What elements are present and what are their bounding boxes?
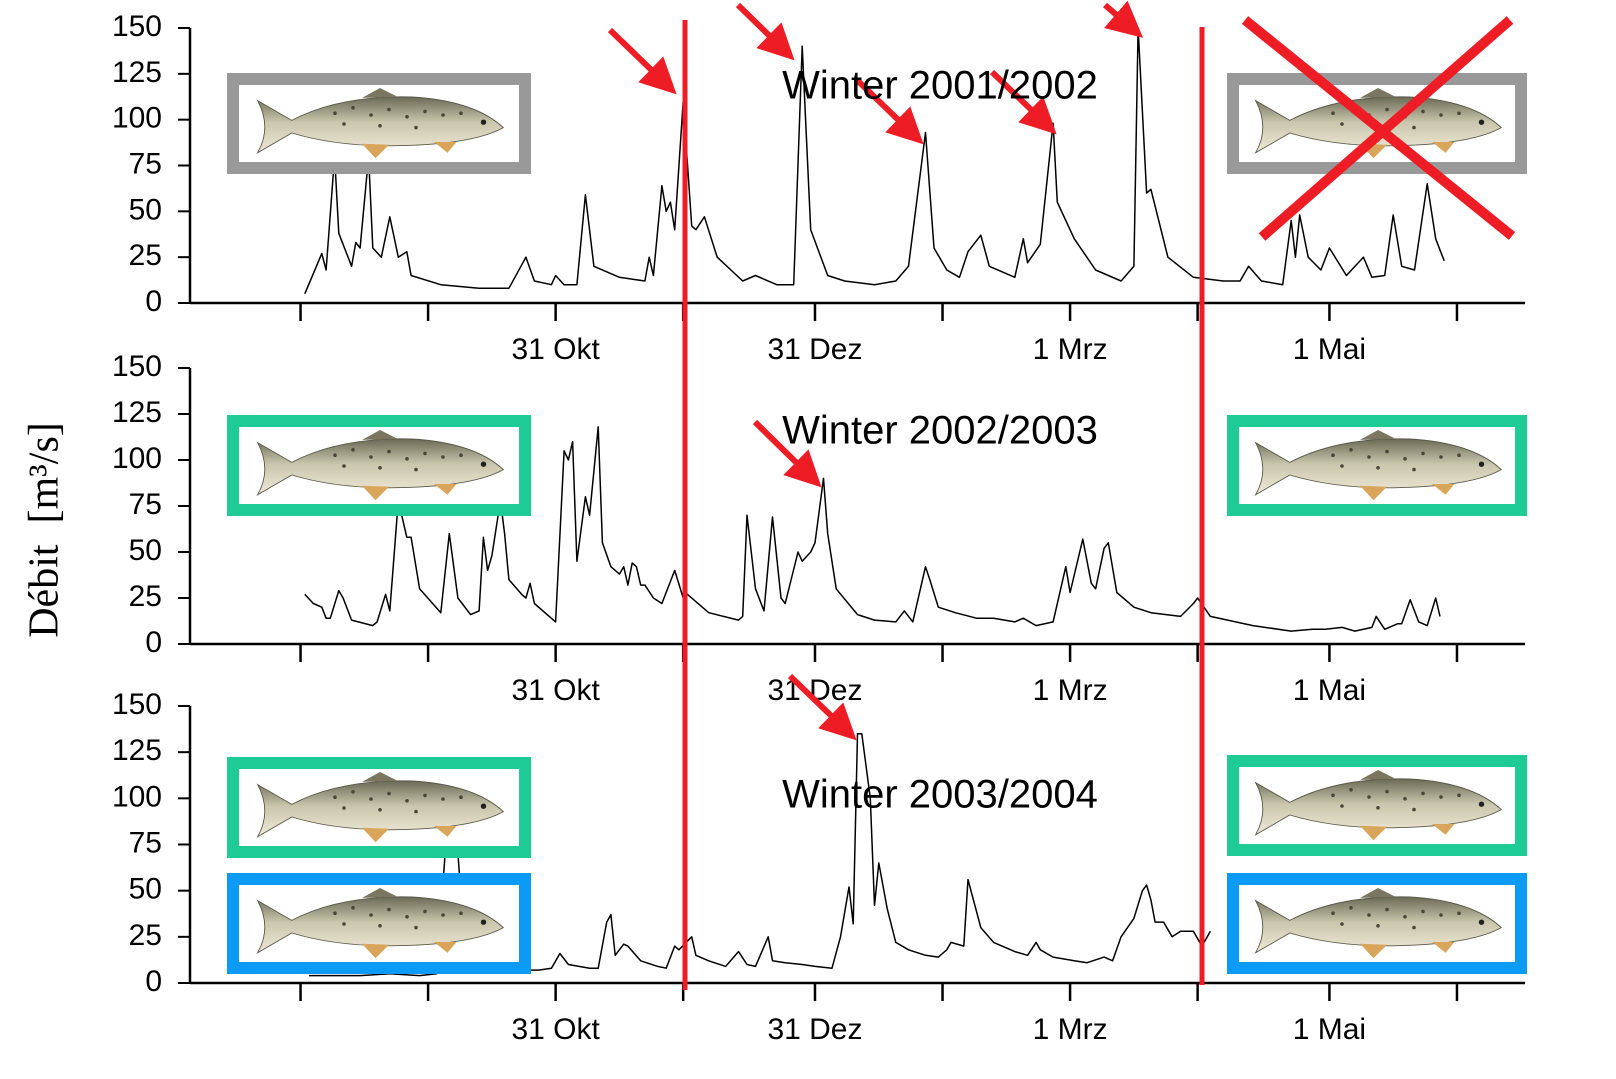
fish-box bbox=[233, 79, 525, 168]
y-tick-label: 25 bbox=[129, 919, 162, 952]
arrow bbox=[610, 30, 668, 86]
x-tick-label: 1 Mai bbox=[1293, 674, 1366, 707]
fish-box bbox=[233, 421, 525, 510]
y-tick-label: 100 bbox=[112, 442, 162, 475]
arrow bbox=[1105, 5, 1134, 30]
y-tick-label: 50 bbox=[129, 873, 162, 906]
y-tick-label: 25 bbox=[129, 580, 162, 613]
annotations: Débit [m³/s] Winter 2001/2002 Winter 2002… bbox=[22, 5, 1521, 990]
x-tick-label: 1 Mrz bbox=[1033, 333, 1108, 366]
x-tick-label: 31 Okt bbox=[511, 1013, 600, 1046]
y-tick-label: 100 bbox=[112, 102, 162, 135]
x-tick-label: 1 Mai bbox=[1293, 333, 1366, 366]
chart-title: Winter 2003/2004 bbox=[782, 773, 1098, 817]
y-tick-label: 50 bbox=[129, 534, 162, 567]
y-tick-label: 150 bbox=[112, 688, 162, 721]
fish-box bbox=[233, 879, 525, 968]
x-tick-label: 31 Dez bbox=[767, 333, 862, 366]
y-tick-label: 125 bbox=[112, 56, 162, 89]
y-tick-label: 0 bbox=[145, 626, 162, 659]
arrow bbox=[738, 5, 786, 52]
y-tick-label: 0 bbox=[145, 285, 162, 318]
figure: 0 25 50 75 100 125 150 31 Okt 31 Dez 1 Mrz 1 Mai 0 2… bbox=[0, 0, 1616, 1079]
x-tick-label: 1 Mai bbox=[1293, 1013, 1366, 1046]
y-tick-label: 100 bbox=[112, 780, 162, 813]
fish-box bbox=[1233, 421, 1521, 510]
fish-box bbox=[233, 763, 525, 852]
y-tick-label: 75 bbox=[129, 147, 162, 180]
y-tick-label: 75 bbox=[129, 488, 162, 521]
x-tick-label: 1 Mrz bbox=[1033, 1013, 1108, 1046]
y-tick-label: 50 bbox=[129, 193, 162, 226]
x-tick-label: 1 Mrz bbox=[1033, 674, 1108, 707]
y-tick-label: 25 bbox=[129, 239, 162, 272]
y-axis-label: Débit [m³/s] bbox=[22, 422, 68, 638]
y-tick-label: 150 bbox=[112, 350, 162, 383]
x-tick-label: 31 Okt bbox=[511, 674, 600, 707]
fish-box bbox=[1233, 879, 1521, 968]
chart-title: Winter 2002/2003 bbox=[782, 409, 1098, 453]
x-tick-label: 31 Okt bbox=[511, 333, 600, 366]
chart-title: Winter 2001/2002 bbox=[782, 64, 1098, 108]
y-tick-label: 150 bbox=[112, 10, 162, 43]
y-tick-label: 75 bbox=[129, 826, 162, 859]
x-tick-label: 31 Dez bbox=[767, 1013, 862, 1046]
fish-box bbox=[1233, 761, 1521, 850]
y-tick-label: 125 bbox=[112, 734, 162, 767]
y-tick-label: 125 bbox=[112, 396, 162, 429]
y-tick-label: 0 bbox=[145, 965, 162, 998]
